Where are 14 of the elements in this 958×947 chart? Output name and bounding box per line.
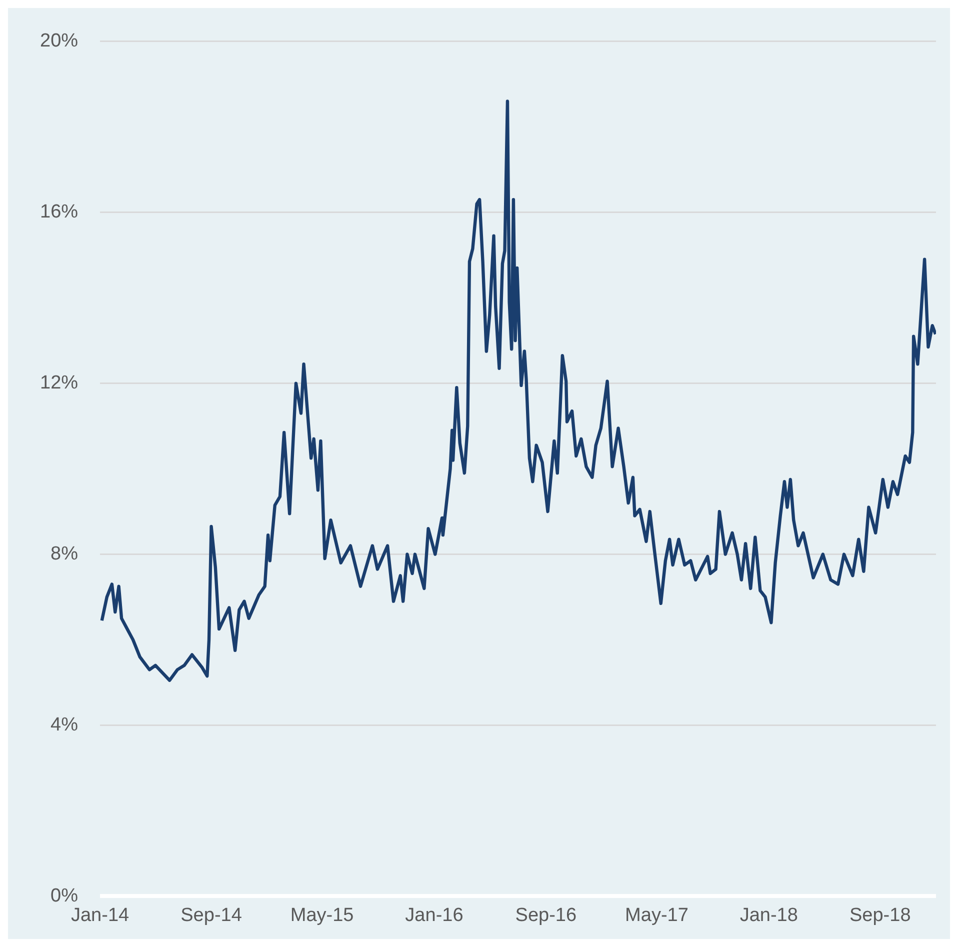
y-tick-label: 20% bbox=[40, 30, 78, 52]
x-tick-label: Jan-14 bbox=[70, 904, 130, 926]
y-tick-label: 4% bbox=[50, 714, 78, 736]
y-tick-label: 8% bbox=[50, 544, 78, 565]
x-tick-label: May-17 bbox=[625, 904, 688, 926]
y-tick-label: 16% bbox=[40, 202, 78, 223]
x-tick-label: Jan-16 bbox=[405, 904, 464, 926]
x-tick-label: Sep-16 bbox=[515, 904, 577, 926]
y-tick-label: 0% bbox=[50, 885, 78, 906]
x-tick-label: May-15 bbox=[290, 904, 354, 926]
x-tick-label: Jan-18 bbox=[740, 904, 798, 926]
y-tick-label: 12% bbox=[40, 372, 78, 394]
x-tick-label: Sep-18 bbox=[850, 904, 911, 926]
x-tick-label: Sep-14 bbox=[180, 904, 242, 926]
